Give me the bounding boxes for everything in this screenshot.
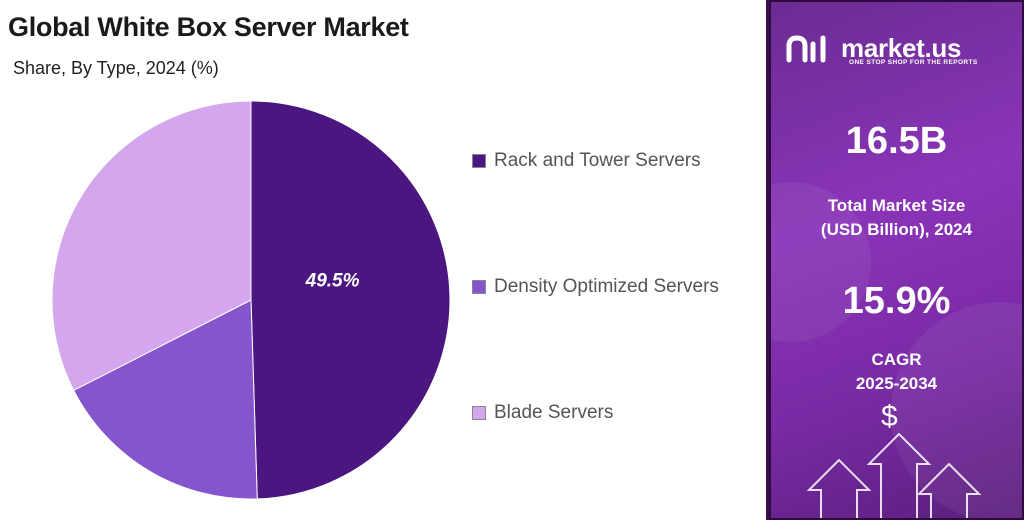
chart-subtitle: Share, By Type, 2024 (%) [13, 58, 219, 78]
growth-arrows-icon [806, 432, 982, 518]
cagr-label-line2: 2025-2034 [855, 374, 938, 393]
pie-chart: 49.5% [51, 100, 451, 500]
brand-tagline: ONE STOP SHOP FOR THE REPORTS [849, 59, 978, 66]
panel-divider [766, 0, 769, 520]
legend-label: Rack and Tower Servers [494, 150, 701, 171]
dollar-icon: $ [881, 400, 898, 433]
legend-label: Blade Servers [494, 402, 614, 423]
legend-item-blade: Blade Servers [472, 402, 613, 424]
pie-slice-blade-servers [51, 100, 252, 392]
legend-swatch [472, 280, 486, 294]
market-us-logo-icon [786, 35, 826, 63]
cagr-value: 15.9% [842, 280, 951, 322]
brand-logo: market.us [785, 32, 961, 64]
market-size-label-line1: Total Market Size [827, 196, 966, 215]
legend-item-rack-tower: Rack and Tower Servers [472, 150, 701, 172]
legend-label: Density Optimized Servers [494, 276, 719, 297]
pie-slice-density-optimized-servers [73, 299, 258, 500]
legend-item-density-optimized: Density Optimized Servers [472, 276, 719, 298]
legend-swatch [472, 154, 486, 168]
sidebar-panel: market.us ONE STOP SHOP FOR THE REPORTS … [769, 0, 1024, 520]
legend-swatch [472, 406, 486, 420]
chart-title: Global White Box Server Market [8, 12, 409, 42]
market-size-label-line2: (USD Billion), 2024 [820, 220, 973, 239]
market-size-value: 16.5B [845, 120, 948, 162]
pie-slice-rack-and-tower-servers [250, 100, 451, 500]
pie-data-label: 49.5% [305, 271, 360, 292]
brand-name: market.us [841, 32, 962, 63]
chart-panel: Global White Box Server Market Share, By… [8, 12, 719, 500]
cagr-label-line1: CAGR [871, 350, 922, 369]
